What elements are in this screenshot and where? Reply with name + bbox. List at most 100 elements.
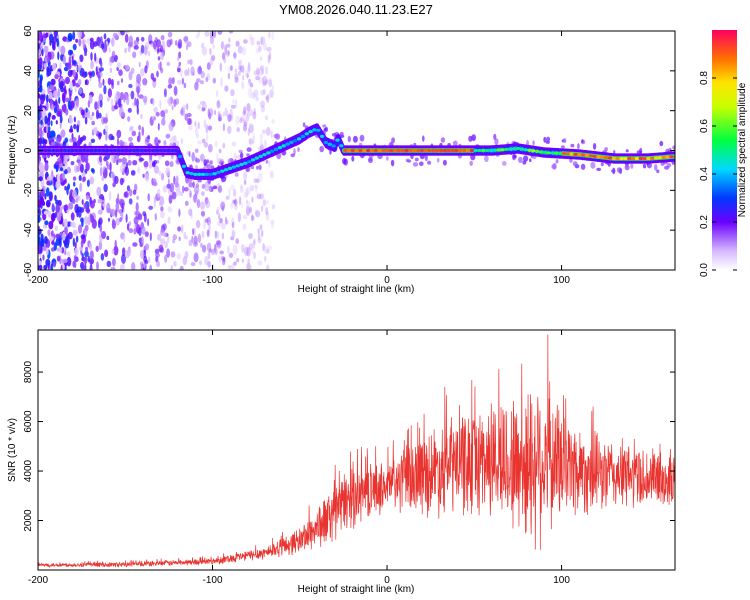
noise-blob — [119, 208, 122, 217]
noise-blob — [264, 115, 269, 121]
noise-blob — [164, 241, 169, 249]
band-blob — [197, 179, 202, 183]
noise-blob — [122, 247, 126, 256]
noise-blob — [251, 214, 254, 222]
noise-blob — [53, 261, 56, 268]
band-blob — [275, 133, 281, 140]
noise-blob — [187, 41, 192, 48]
noise-blob — [167, 31, 173, 38]
ridge-core — [97, 148, 102, 153]
noise-blob — [251, 92, 256, 99]
noise-blob — [50, 78, 56, 86]
ridge-core — [611, 156, 617, 161]
band-blob — [422, 135, 425, 142]
ridge-core — [377, 148, 382, 153]
band-blob — [552, 162, 557, 170]
noise-blob — [255, 66, 259, 73]
noise-blob — [48, 191, 53, 202]
noise-blob — [38, 128, 43, 138]
ridge-core — [623, 156, 628, 161]
noise-blob — [78, 58, 81, 68]
band-blob — [128, 136, 133, 142]
noise-blob — [245, 199, 249, 204]
ridge-core — [427, 148, 432, 153]
y-tick-label: 0 — [23, 147, 34, 153]
noise-blob — [243, 124, 247, 132]
snr-series-line — [38, 334, 675, 568]
noise-blob — [241, 46, 247, 56]
noise-blob — [105, 131, 108, 142]
noise-blob — [156, 70, 159, 78]
noise-blob — [200, 242, 203, 248]
noise-blob — [220, 201, 226, 211]
ridge-core — [277, 146, 283, 150]
band-blob — [319, 145, 325, 153]
noise-blob — [93, 198, 96, 204]
noise-blob — [180, 107, 184, 116]
noise-blob — [91, 70, 95, 78]
ridge-core — [312, 128, 317, 132]
ridge-core — [650, 156, 655, 160]
noise-blob — [233, 52, 237, 58]
band-blob — [239, 152, 244, 159]
band-blob — [212, 185, 218, 190]
band-blob — [555, 159, 559, 164]
noise-blob — [39, 76, 43, 85]
noise-blob — [255, 210, 261, 218]
noise-blob — [61, 247, 65, 254]
noise-blob — [186, 103, 189, 111]
ridge-core — [396, 148, 402, 153]
ridge-core — [51, 148, 56, 153]
noise-blob — [97, 209, 101, 215]
noise-blob — [148, 50, 151, 57]
noise-blob — [259, 145, 264, 151]
band-blob — [653, 164, 658, 171]
noise-blob — [62, 258, 68, 264]
noise-blob — [197, 233, 202, 243]
ridge-core — [58, 148, 64, 153]
colorbar-gradient — [712, 30, 737, 270]
noise-blob — [192, 241, 198, 247]
noise-blob — [138, 213, 143, 221]
noise-blob — [214, 140, 218, 148]
ridge-core — [619, 156, 624, 161]
noise-blob — [191, 152, 195, 162]
noise-blob — [173, 85, 178, 96]
band-blob — [391, 137, 395, 144]
band-blob — [390, 159, 395, 167]
noise-blob — [141, 226, 146, 235]
band-blob — [256, 165, 259, 170]
noise-blob — [67, 62, 72, 70]
noise-blob — [103, 33, 107, 40]
ridge-core — [350, 148, 355, 153]
noise-blob — [215, 240, 221, 246]
noise-blob — [157, 233, 162, 241]
noise-blob — [140, 249, 145, 259]
ridge-core — [70, 148, 75, 153]
noise-blob — [233, 152, 237, 161]
noise-blob — [61, 105, 65, 112]
noise-blob — [118, 198, 124, 204]
ridge-core — [170, 148, 175, 153]
noise-blob — [46, 180, 51, 186]
noise-blob — [242, 110, 246, 116]
ridge-core — [158, 148, 164, 153]
noise-blob — [74, 247, 80, 256]
noise-blob — [265, 95, 269, 101]
noise-blob — [248, 122, 252, 128]
noise-blob — [137, 87, 140, 98]
colorbar-tick-label: 0.2 — [699, 215, 710, 229]
ridge-core — [473, 148, 478, 153]
noise-blob — [64, 178, 67, 184]
noise-blob — [136, 98, 139, 108]
noise-blob — [167, 97, 172, 105]
noise-blob — [262, 243, 265, 252]
ridge-core — [139, 148, 144, 153]
noise-blob — [68, 202, 74, 210]
noise-blob — [175, 40, 178, 46]
band-blob — [596, 167, 602, 171]
noise-blob — [38, 57, 43, 66]
noise-blob — [227, 65, 232, 73]
ridge-core — [496, 148, 501, 152]
band-blob — [572, 161, 578, 167]
